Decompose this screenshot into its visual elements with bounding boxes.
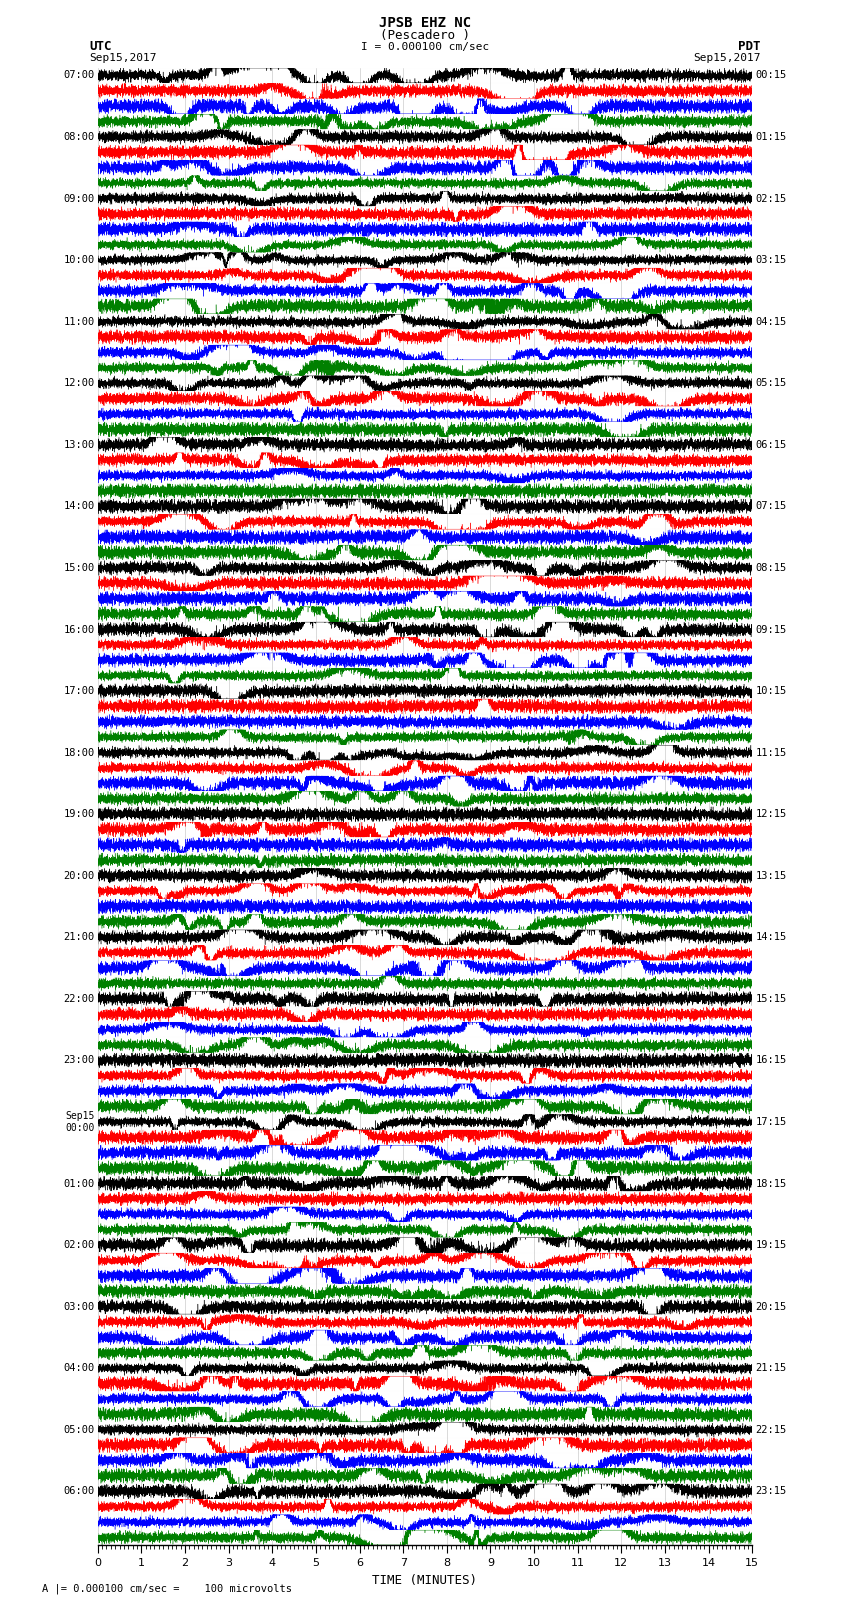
Text: 02:15: 02:15 [756,194,787,203]
Text: 22:00: 22:00 [63,994,94,1003]
Text: 07:15: 07:15 [756,502,787,511]
Text: 15:15: 15:15 [756,994,787,1003]
Text: 11:00: 11:00 [63,316,94,327]
Text: Sep15,2017: Sep15,2017 [694,53,761,63]
Text: Sep15
00:00: Sep15 00:00 [65,1111,94,1132]
Text: 21:00: 21:00 [63,932,94,942]
Text: PDT: PDT [739,40,761,53]
Text: I = 0.000100 cm/sec: I = 0.000100 cm/sec [361,42,489,52]
Text: 06:15: 06:15 [756,440,787,450]
Text: 00:15: 00:15 [756,71,787,81]
Text: 07:00: 07:00 [63,71,94,81]
Text: 16:00: 16:00 [63,624,94,634]
Text: 03:15: 03:15 [756,255,787,265]
Text: 03:00: 03:00 [63,1302,94,1311]
Text: 12:00: 12:00 [63,379,94,389]
Text: 05:00: 05:00 [63,1424,94,1436]
Text: 11:15: 11:15 [756,748,787,758]
Text: 12:15: 12:15 [756,810,787,819]
Text: 14:00: 14:00 [63,502,94,511]
Text: 13:15: 13:15 [756,871,787,881]
Text: 08:00: 08:00 [63,132,94,142]
Text: Sep15,2017: Sep15,2017 [89,53,156,63]
Text: 20:15: 20:15 [756,1302,787,1311]
Text: JPSB EHZ NC: JPSB EHZ NC [379,16,471,31]
Text: 10:15: 10:15 [756,686,787,697]
Text: 15:00: 15:00 [63,563,94,573]
Text: 08:15: 08:15 [756,563,787,573]
Text: UTC: UTC [89,40,111,53]
Text: 09:15: 09:15 [756,624,787,634]
Text: 18:00: 18:00 [63,748,94,758]
Text: 05:15: 05:15 [756,379,787,389]
Text: 20:00: 20:00 [63,871,94,881]
Text: 01:15: 01:15 [756,132,787,142]
Text: 17:15: 17:15 [756,1118,787,1127]
Text: 06:00: 06:00 [63,1487,94,1497]
Text: 13:00: 13:00 [63,440,94,450]
Text: 18:15: 18:15 [756,1179,787,1189]
Text: 02:00: 02:00 [63,1240,94,1250]
Text: 14:15: 14:15 [756,932,787,942]
Text: 19:00: 19:00 [63,810,94,819]
Text: 19:15: 19:15 [756,1240,787,1250]
Text: 21:15: 21:15 [756,1363,787,1373]
Text: 04:00: 04:00 [63,1363,94,1373]
Text: 04:15: 04:15 [756,316,787,327]
Text: 22:15: 22:15 [756,1424,787,1436]
Text: 17:00: 17:00 [63,686,94,697]
Text: 09:00: 09:00 [63,194,94,203]
Text: A |= 0.000100 cm/sec =    100 microvolts: A |= 0.000100 cm/sec = 100 microvolts [42,1582,292,1594]
Text: 23:15: 23:15 [756,1487,787,1497]
Text: (Pescadero ): (Pescadero ) [380,29,470,42]
Text: 01:00: 01:00 [63,1179,94,1189]
X-axis label: TIME (MINUTES): TIME (MINUTES) [372,1574,478,1587]
Text: 16:15: 16:15 [756,1055,787,1066]
Text: 10:00: 10:00 [63,255,94,265]
Text: 23:00: 23:00 [63,1055,94,1066]
